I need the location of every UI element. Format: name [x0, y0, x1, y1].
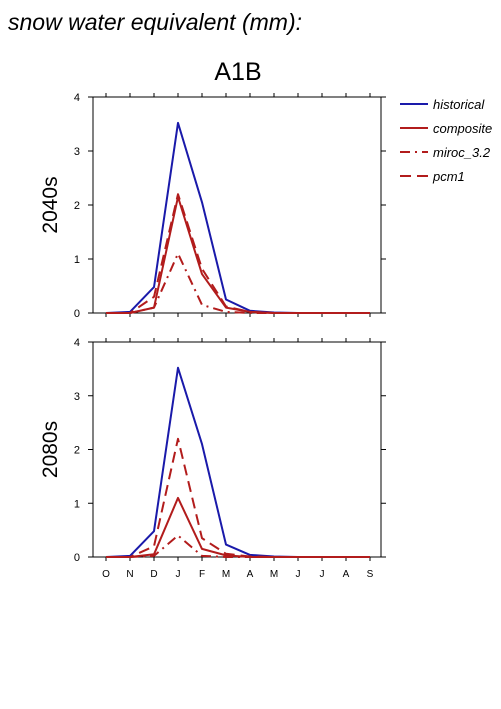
series-line-pcm1 [106, 437, 370, 558]
y-tick-label: 1 [74, 498, 80, 510]
y-tick-label: 0 [74, 552, 80, 564]
x-tick-label: J [296, 569, 301, 580]
x-tick-label: F [199, 569, 205, 580]
plot-frame [92, 341, 382, 558]
x-tick-label: A [247, 569, 254, 580]
legend-label: historical [433, 97, 485, 112]
legend: historical composite miroc_3.2 pcm1 [400, 97, 492, 184]
y-tick-label: 3 [74, 391, 80, 403]
plot-frame [92, 96, 382, 314]
y-tick-label: 0 [74, 308, 80, 320]
legend-label: pcm1 [432, 169, 465, 184]
x-tick-label: N [126, 569, 133, 580]
y-tick-label: 2 [74, 200, 80, 212]
panel-2080s: 0 1 2 3 4 O N D J F M A M J J A S 2080s [39, 337, 386, 580]
y-tick-label: 2 [74, 445, 80, 457]
scenario-title: A1B [214, 58, 261, 86]
x-tick-label: M [222, 569, 230, 580]
series-line-historical [105, 121, 370, 314]
series-line-composite [106, 496, 370, 558]
y-tick-label: 1 [74, 254, 80, 266]
x-tick-label: A [343, 569, 350, 580]
y-tick-label: 4 [74, 337, 80, 349]
series-line-pcm1 [106, 193, 370, 314]
x-tick-label: D [150, 569, 157, 580]
legend-label: composite [433, 121, 492, 136]
x-tick-label: J [320, 569, 325, 580]
figure-title: snow water equivalent (mm): [8, 9, 302, 35]
panels: 0 1 2 3 4 2040s 0 1 2 3 4 O N D J F M A M J J A S 2080s [39, 92, 386, 580]
panel-label: 2040s [39, 176, 62, 233]
x-tick-label: M [270, 569, 278, 580]
y-tick-label: 4 [74, 92, 80, 104]
panel-label: 2080s [39, 421, 62, 478]
x-tick-label: S [367, 569, 374, 580]
legend-label: miroc_3.2 [433, 145, 491, 160]
x-tick-label: O [102, 569, 110, 580]
y-tick-label: 3 [74, 146, 80, 158]
panel-2040s: 0 1 2 3 4 2040s [39, 92, 386, 320]
series-line-historical [105, 366, 370, 558]
x-tick-label: J [176, 569, 181, 580]
